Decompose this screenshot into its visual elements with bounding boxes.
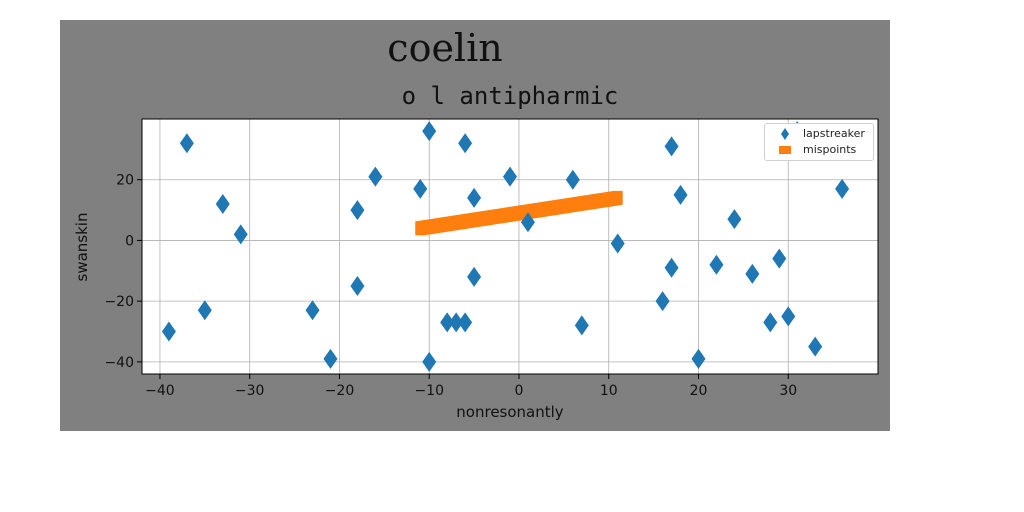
x-tick-label: 0 [515,383,524,399]
lapstreaker-marker [574,315,589,336]
lapstreaker-marker [520,212,535,233]
lapstreaker-marker [727,209,742,230]
square-marker-icon [779,146,791,154]
lapstreaker-marker [467,187,482,208]
x-tick-label: −10 [414,383,444,399]
chart-title: coelin [387,26,503,70]
legend-item-lapstreaker: lapstreaker [765,126,873,142]
lapstreaker-marker [503,166,517,187]
lapstreaker-marker [440,312,455,333]
y-tick-label: −20 [104,294,134,310]
lapstreaker-marker [323,348,338,369]
lapstreaker-marker [835,178,850,199]
lapstreaker-marker [745,263,760,284]
lapstreaker-marker [215,194,230,214]
legend: lapstreaker mispoints [764,123,874,161]
lapstreaker-marker [781,306,796,327]
plot-frame [141,118,879,375]
legend-label: lapstreaker [803,127,865,140]
lapstreaker-marker [565,169,580,190]
lapstreaker-marker [413,178,428,199]
x-tick-label: −30 [235,383,265,399]
lapstreaker-marker [350,275,365,296]
lapstreaker-marker [772,248,787,269]
lapstreaker-marker [458,312,473,333]
lapstreaker-marker [233,224,248,245]
lapstreaker-marker [673,184,688,205]
mispoints-marker [612,190,623,205]
y-axis-label: swanskin [73,212,91,282]
axis-ticks: −40 −30 −20 −10 0 10 20 30 −40 −20 0 20 [104,173,797,399]
lapstreaker-marker [808,336,823,357]
y-tick-label: −40 [104,355,134,371]
lapstreaker-marker [709,254,724,275]
lapstreaker-marker [422,121,437,142]
diamond-marker-icon [781,128,789,140]
lapstreaker-marker [610,233,625,254]
lapstreaker-marker [655,291,670,312]
x-tick-label: −40 [145,383,175,399]
x-tick-label: −20 [325,383,355,399]
lapstreaker-marker [458,133,473,154]
lapstreaker-marker [664,136,679,157]
x-tick-label: 20 [690,383,708,399]
lapstreaker-marker [197,300,212,321]
lapstreaker-marker [449,312,464,333]
lapstreaker-marker [179,133,194,154]
x-tick-label: 10 [600,383,618,399]
legend-label: mispoints [803,143,857,156]
x-axis-label: nonresonantly [456,403,564,421]
lapstreaker-marker [350,200,365,221]
y-tick-label: 0 [125,233,134,249]
legend-item-mispoints: mispoints [765,142,873,158]
lapstreaker-marker [467,266,482,287]
chart-subtitle: o l antipharmic [401,82,619,110]
lapstreaker-marker [664,257,679,278]
lapstreaker-marker [763,312,778,333]
lapstreaker-marker [422,351,437,372]
lapstreaker-marker [368,166,383,187]
x-tick-label: 30 [779,383,797,399]
lapstreaker-marker [161,321,176,342]
data-marks [161,121,850,372]
lapstreaker-marker [691,348,706,369]
lapstreaker-marker [305,300,320,321]
y-tick-label: 20 [116,173,134,189]
